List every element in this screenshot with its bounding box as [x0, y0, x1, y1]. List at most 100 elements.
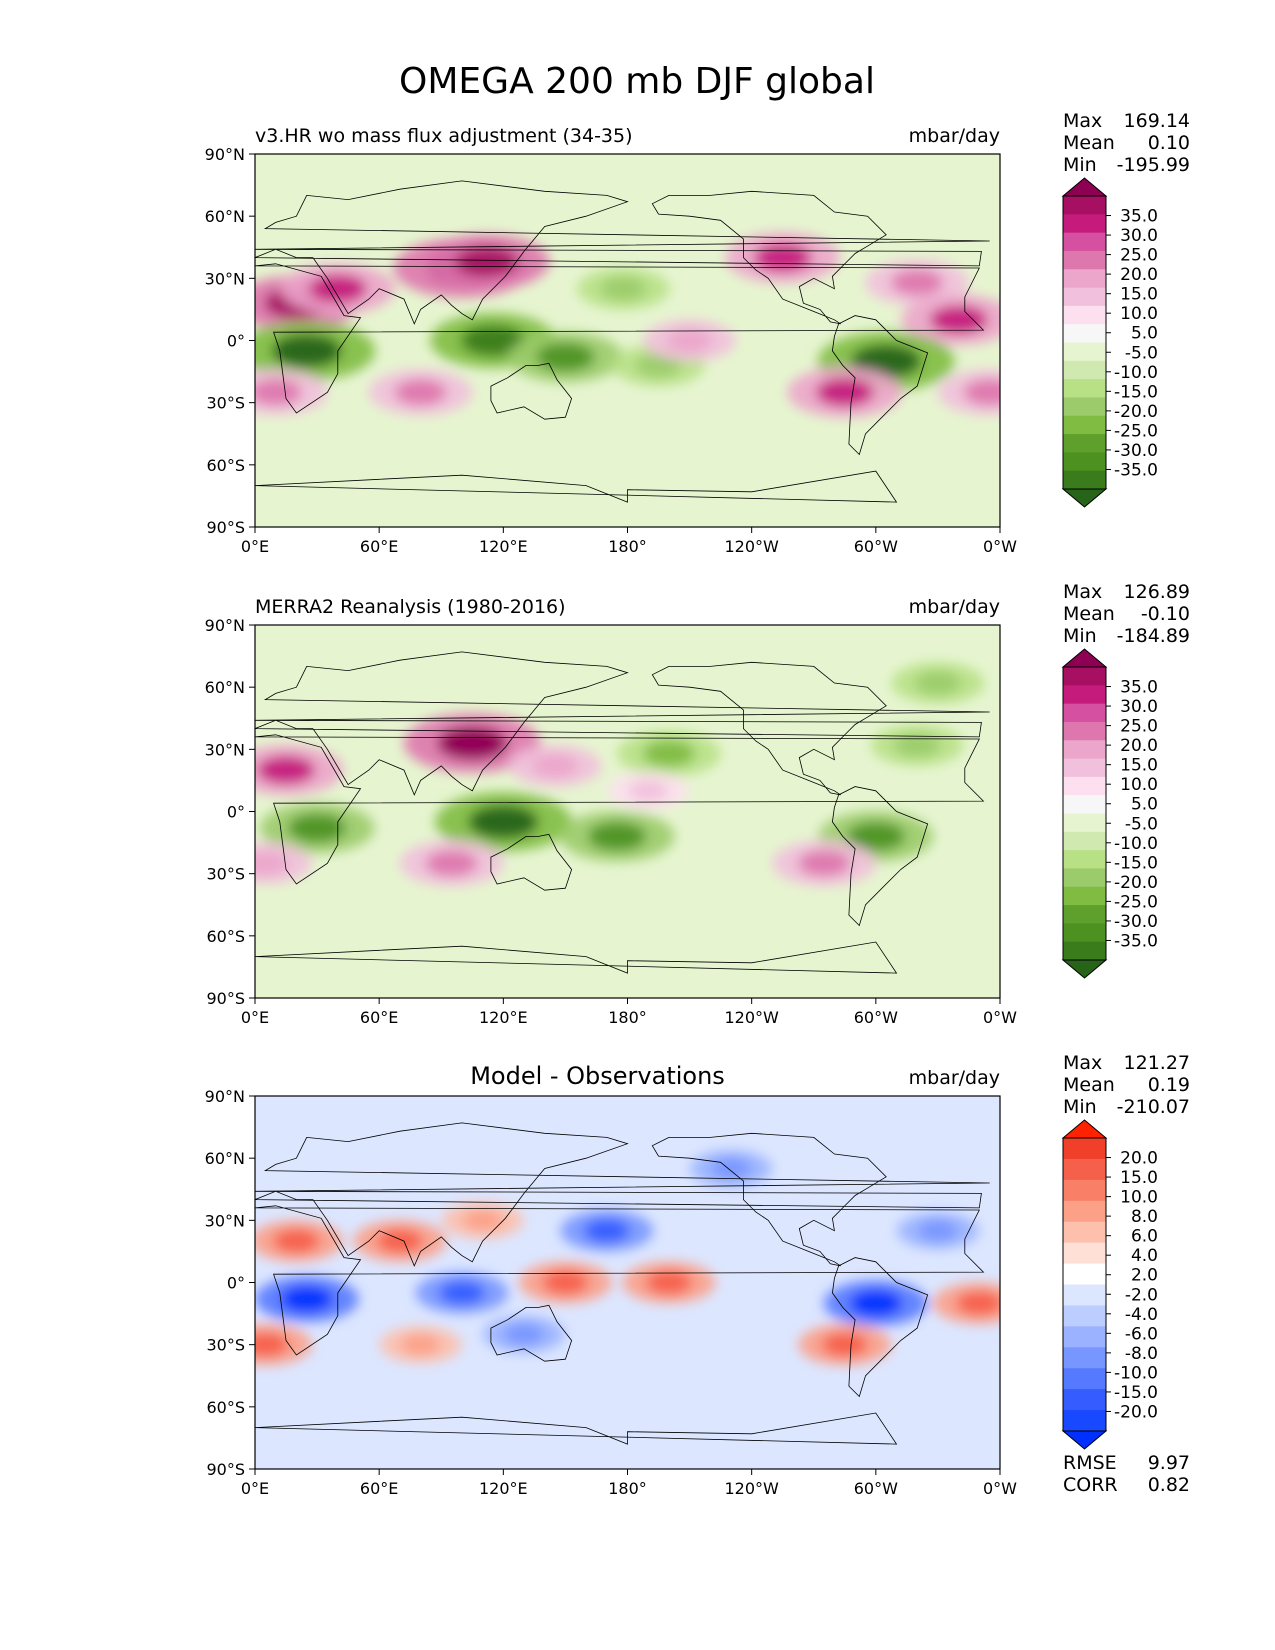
- colorbar-extend-top: [1061, 648, 1108, 668]
- figure-title: OMEGA 200 mb DJF global: [399, 61, 875, 102]
- field-core: [849, 1290, 902, 1317]
- colorbar-label: -8.0: [1125, 1344, 1158, 1364]
- x-tick-label: 60°W: [854, 1479, 898, 1498]
- x-tick-label: 180°: [608, 1008, 647, 1027]
- colorbar-segment: [1063, 886, 1106, 906]
- field-core: [462, 1209, 503, 1231]
- coastline: [651, 1132, 887, 1267]
- colorbar-segment: [1063, 703, 1106, 723]
- colorbar-segment: [1063, 196, 1106, 215]
- x-tick-label: 120°W: [724, 1008, 779, 1027]
- x-tick-label: 0°W: [983, 537, 1017, 556]
- field-core: [914, 671, 961, 695]
- colorbar-segment: [1063, 813, 1106, 833]
- colorbar-segment: [1063, 269, 1106, 289]
- colorbar-label: -30.0: [1114, 441, 1158, 461]
- stat-value: 169.14: [1124, 110, 1190, 132]
- colorbar-segment: [1063, 1242, 1106, 1265]
- stat-value: 0.19: [1148, 1074, 1190, 1096]
- coastlines: [255, 180, 990, 503]
- colorbar-label: -20.0: [1114, 873, 1158, 893]
- stat-value: -0.10: [1141, 603, 1190, 625]
- colorbar-label: -20.0: [1114, 402, 1158, 422]
- field-core: [438, 1281, 485, 1305]
- colorbar-extend-bottom: [1061, 1430, 1108, 1450]
- colorbar-segment: [1063, 1179, 1106, 1202]
- coastlines: [255, 651, 990, 974]
- colorbar-segment: [1063, 287, 1106, 307]
- x-tick-label: 60°E: [360, 537, 398, 556]
- y-tick-label: 30°N: [205, 740, 245, 759]
- colorbar-segment: [1063, 360, 1106, 380]
- y-tick-label: 30°N: [205, 1211, 245, 1230]
- colorbar-label: 10.0: [1120, 775, 1158, 795]
- colorbar-segment: [1063, 1347, 1106, 1369]
- field-core: [255, 851, 289, 876]
- coastline: [831, 1257, 929, 1398]
- colorbar-extend-top: [1061, 1119, 1108, 1139]
- colorbar-frame: [1062, 666, 1107, 961]
- colorbar-segment: [1063, 740, 1106, 760]
- field-core: [280, 1286, 333, 1313]
- metric-value: 9.97: [1148, 1452, 1190, 1474]
- field-core: [710, 1158, 751, 1180]
- y-tick-label: 60°S: [206, 927, 245, 946]
- x-tick-label: 0°E: [241, 1479, 269, 1498]
- colorbar-segment: [1063, 831, 1106, 851]
- coastline: [255, 651, 990, 796]
- field-core: [437, 726, 508, 760]
- stat-label: Min: [1063, 625, 1097, 647]
- colorbar-segment: [1063, 232, 1106, 252]
- stat-label: Max: [1063, 581, 1102, 603]
- colorbar-extend-top: [1061, 177, 1108, 197]
- colorbar-segment: [1063, 1158, 1106, 1181]
- field-core: [273, 1229, 320, 1253]
- stat-label: Min: [1063, 154, 1097, 176]
- field-core: [376, 1229, 423, 1253]
- colorbar-label: 35.0: [1120, 678, 1158, 698]
- colorbar-label: -15.0: [1114, 853, 1158, 873]
- field-core: [963, 379, 1000, 406]
- y-tick-label: 90°S: [206, 989, 245, 1008]
- colorbar-label: -5.0: [1125, 343, 1158, 363]
- x-tick-label: 180°: [608, 1479, 647, 1498]
- field-core: [460, 325, 525, 356]
- colorbar-segment: [1063, 868, 1106, 888]
- field-core: [400, 1334, 441, 1356]
- colorbar-label: -25.0: [1114, 421, 1158, 441]
- colorbar-segment: [1063, 470, 1106, 490]
- coastlines: [255, 1122, 990, 1445]
- stat-label: Mean: [1063, 132, 1115, 154]
- colorbar-label: -15.0: [1114, 1383, 1158, 1403]
- coastline: [831, 315, 929, 456]
- field-core: [308, 274, 367, 303]
- colorbar-segment: [1063, 1284, 1106, 1306]
- colorbar-label: 5.0: [1131, 324, 1158, 344]
- colorbar-label: 30.0: [1120, 226, 1158, 246]
- field-core: [583, 1218, 630, 1243]
- colorbar-label: 35.0: [1120, 207, 1158, 227]
- field-core: [588, 822, 647, 851]
- map-panel: MERRA2 Reanalysis (1980-2016) mbar/day 0°E…: [205, 581, 1190, 1027]
- stat-value: 121.27: [1124, 1052, 1190, 1074]
- colorbar-label: 20.0: [1120, 736, 1158, 756]
- colorbar-segment: [1063, 941, 1106, 961]
- colorbar-segment: [1063, 667, 1106, 686]
- y-tick-label: 60°S: [206, 1398, 245, 1417]
- x-tick-label: 180°: [608, 537, 647, 556]
- coastline: [490, 362, 573, 420]
- colorbar-label: -10.0: [1114, 363, 1158, 383]
- y-tick-label: 60°N: [205, 678, 245, 697]
- colorbar-segment: [1063, 685, 1106, 705]
- field-core: [288, 813, 347, 843]
- map-background: [255, 625, 1000, 998]
- y-tick-label: 30°S: [206, 1336, 245, 1355]
- colorbar-frame: [1062, 195, 1107, 490]
- stat-value: 0.10: [1148, 132, 1190, 154]
- field-core: [956, 1291, 1000, 1315]
- units-label: mbar/day: [909, 125, 1000, 147]
- colorbar-label: -30.0: [1114, 912, 1158, 932]
- stat-label: Max: [1063, 110, 1102, 132]
- stat-value: -184.89: [1117, 625, 1190, 647]
- colorbar-extend-bottom: [1061, 959, 1108, 979]
